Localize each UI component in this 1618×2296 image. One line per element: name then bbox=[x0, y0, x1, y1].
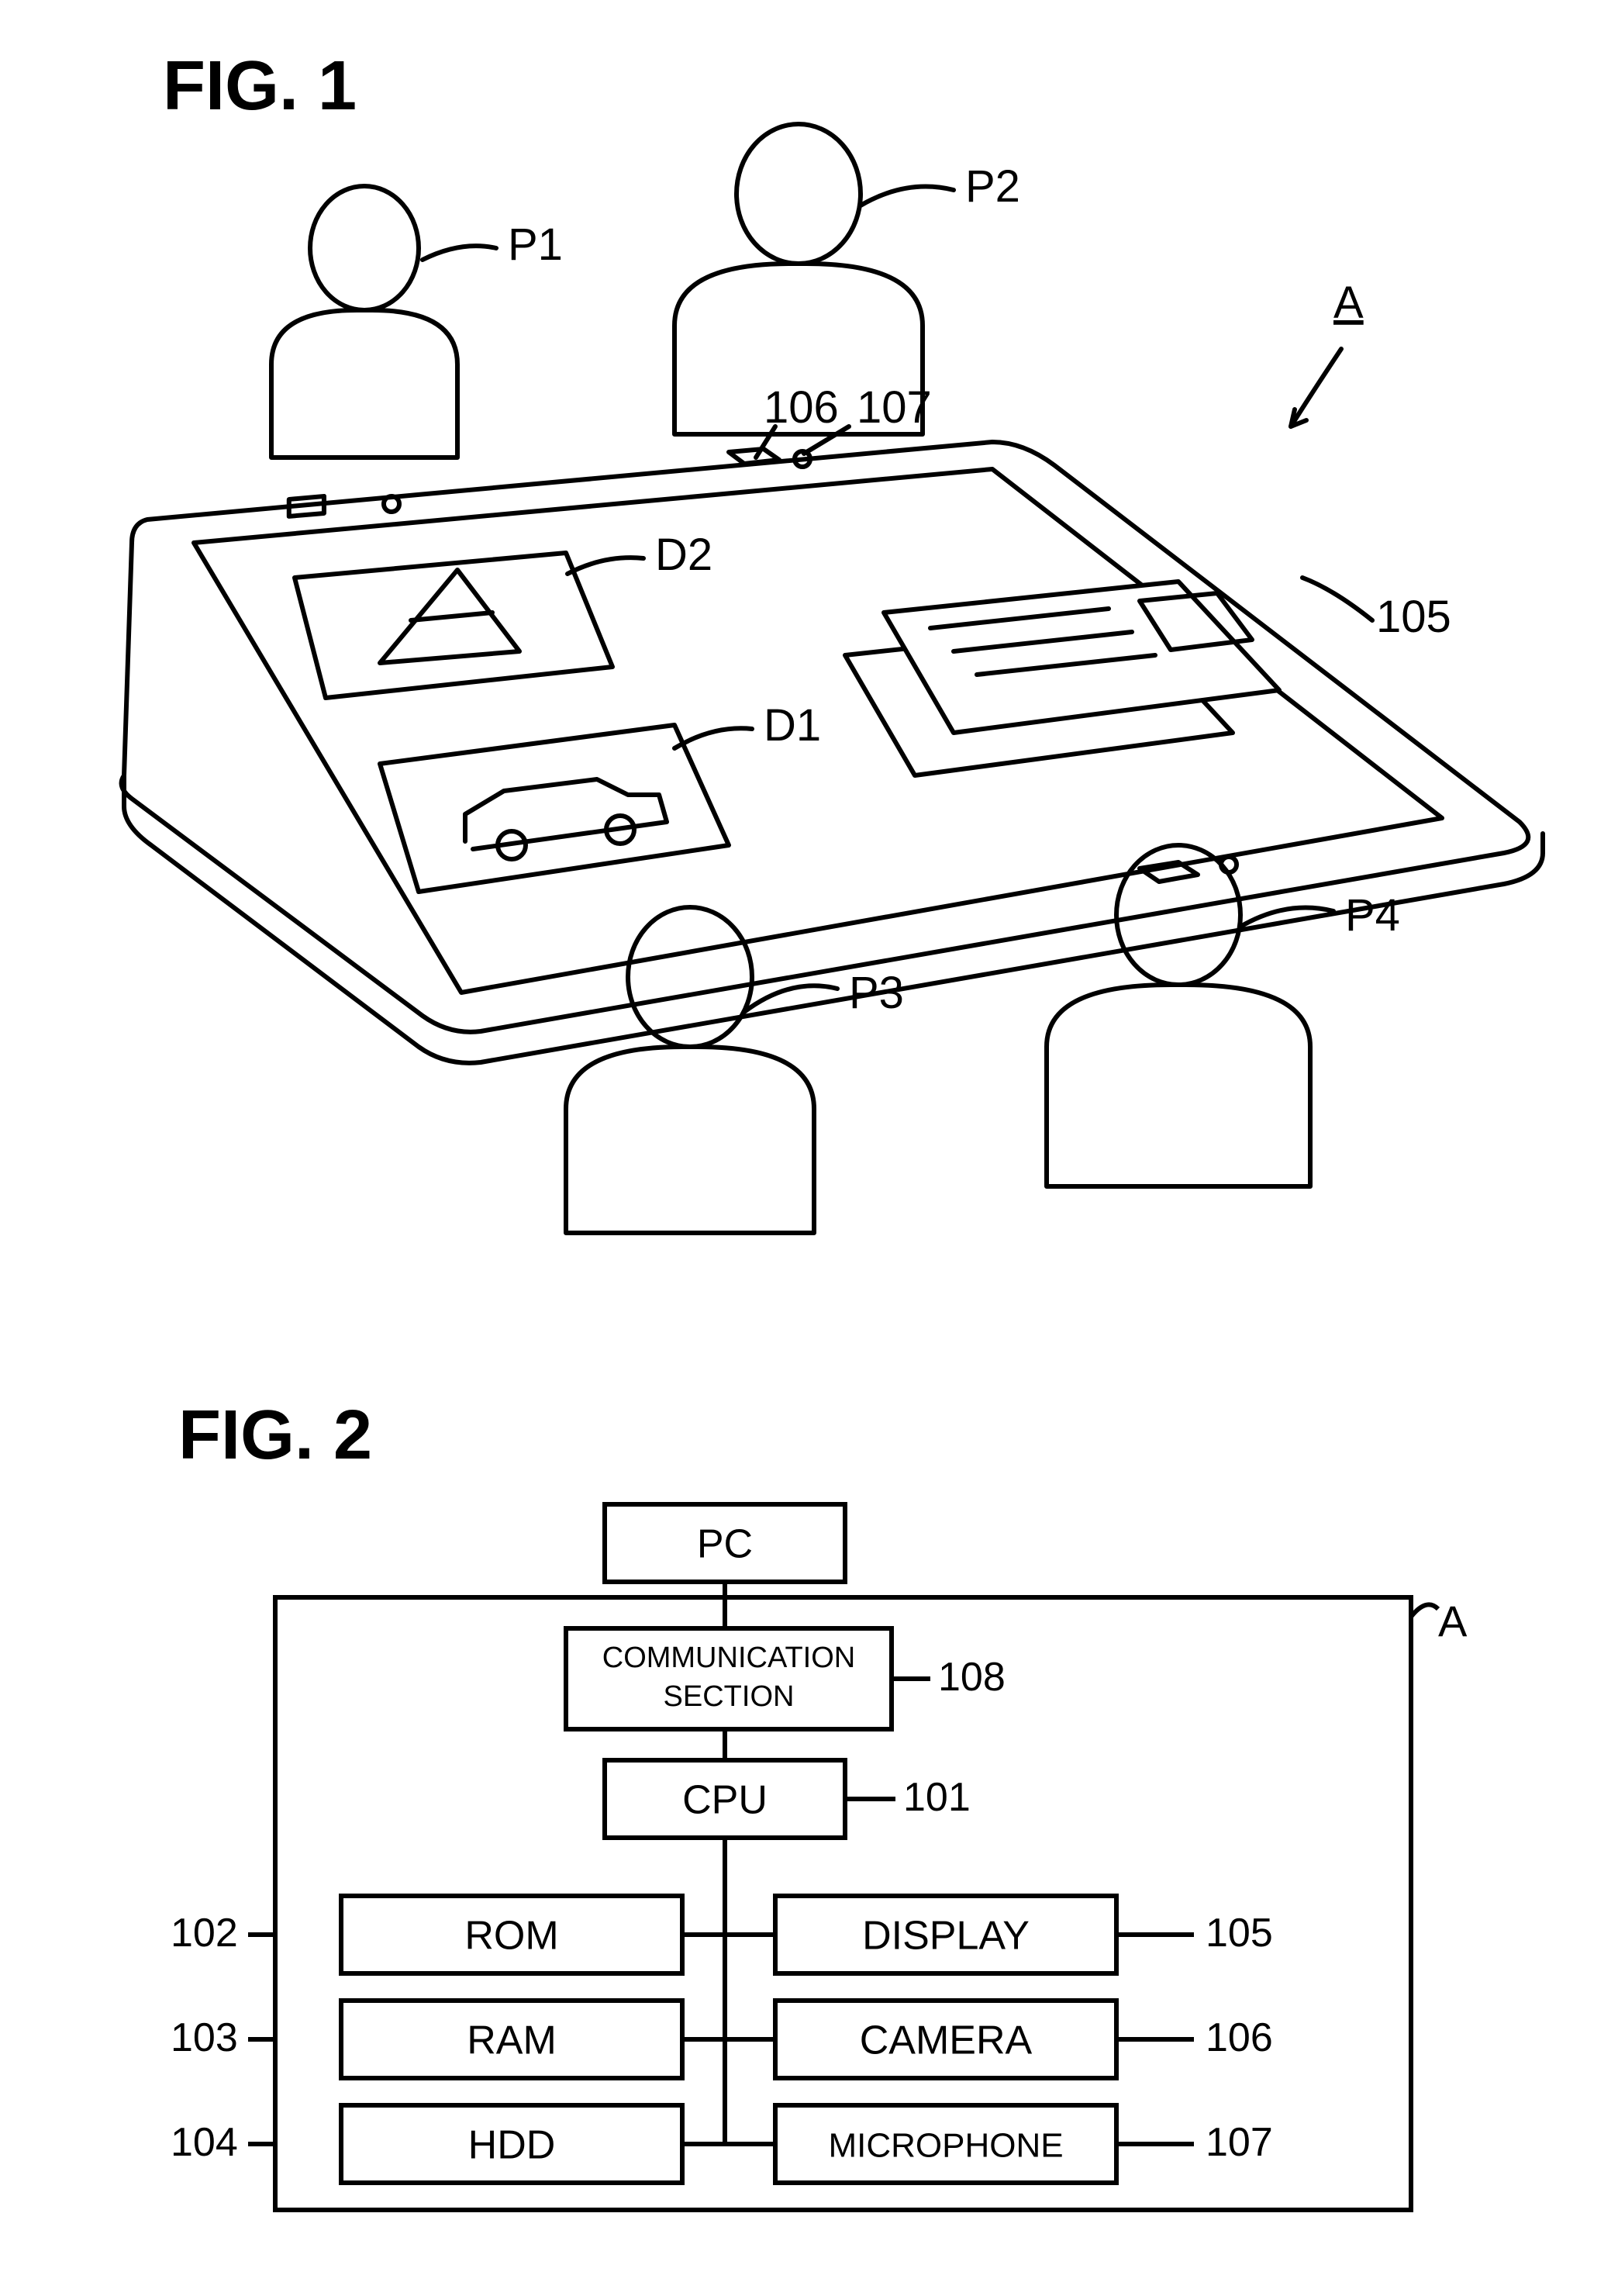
label-p1: P1 bbox=[508, 219, 563, 270]
label-p2: P2 bbox=[965, 161, 1020, 212]
fig2-drawing bbox=[248, 1504, 1438, 2210]
label-system-a: A bbox=[1333, 278, 1364, 328]
label-comm1: COMMUNICATION bbox=[602, 1642, 856, 1674]
d1-car-window bbox=[380, 725, 729, 892]
label-cam: CAMERA bbox=[860, 2018, 1033, 2063]
label-cpu: CPU bbox=[682, 1778, 768, 1823]
ref-105: 105 bbox=[1206, 1911, 1273, 1956]
label-p4: P4 bbox=[1345, 890, 1400, 941]
ref-103: 103 bbox=[171, 2015, 238, 2060]
label-mic: MICROPHONE bbox=[828, 2127, 1063, 2165]
ref-102: 102 bbox=[171, 1911, 238, 1956]
label-d1: D1 bbox=[764, 700, 821, 751]
label-107: 107 bbox=[857, 382, 932, 433]
ref-107: 107 bbox=[1206, 2120, 1273, 2165]
person-p1 bbox=[271, 186, 457, 457]
ref-101: 101 bbox=[903, 1775, 971, 1820]
ref-108: 108 bbox=[938, 1655, 1006, 1700]
person-p3 bbox=[566, 907, 814, 1233]
ref-system-a: A bbox=[1438, 1597, 1468, 1645]
label-hdd: HDD bbox=[468, 2123, 556, 2168]
label-comm2: SECTION bbox=[664, 1680, 795, 1713]
label-106: 106 bbox=[764, 382, 839, 433]
documents-window bbox=[845, 582, 1279, 775]
label-disp: DISPLAY bbox=[862, 1914, 1030, 1959]
label-ram: RAM bbox=[467, 2018, 557, 2063]
fig1-labels: P1 P2 P3 P4 D1 D2 A 105 106 107 bbox=[508, 161, 1451, 1018]
tablet-device bbox=[122, 442, 1543, 1063]
fig2-labels: PC COMMUNICATION SECTION CPU ROM RAM HDD… bbox=[171, 1522, 1468, 2168]
figure-canvas: P1 P2 P3 P4 D1 D2 A 105 106 107 bbox=[0, 0, 1618, 2296]
label-105: 105 bbox=[1376, 592, 1451, 642]
label-d2: D2 bbox=[655, 530, 712, 580]
label-rom: ROM bbox=[464, 1914, 558, 1959]
label-p3: P3 bbox=[849, 968, 904, 1018]
ref-104: 104 bbox=[171, 2120, 238, 2165]
fig1-drawing bbox=[122, 124, 1543, 1233]
person-p4 bbox=[1047, 845, 1310, 1186]
ref-106: 106 bbox=[1206, 2015, 1273, 2060]
label-pc: PC bbox=[697, 1522, 753, 1567]
